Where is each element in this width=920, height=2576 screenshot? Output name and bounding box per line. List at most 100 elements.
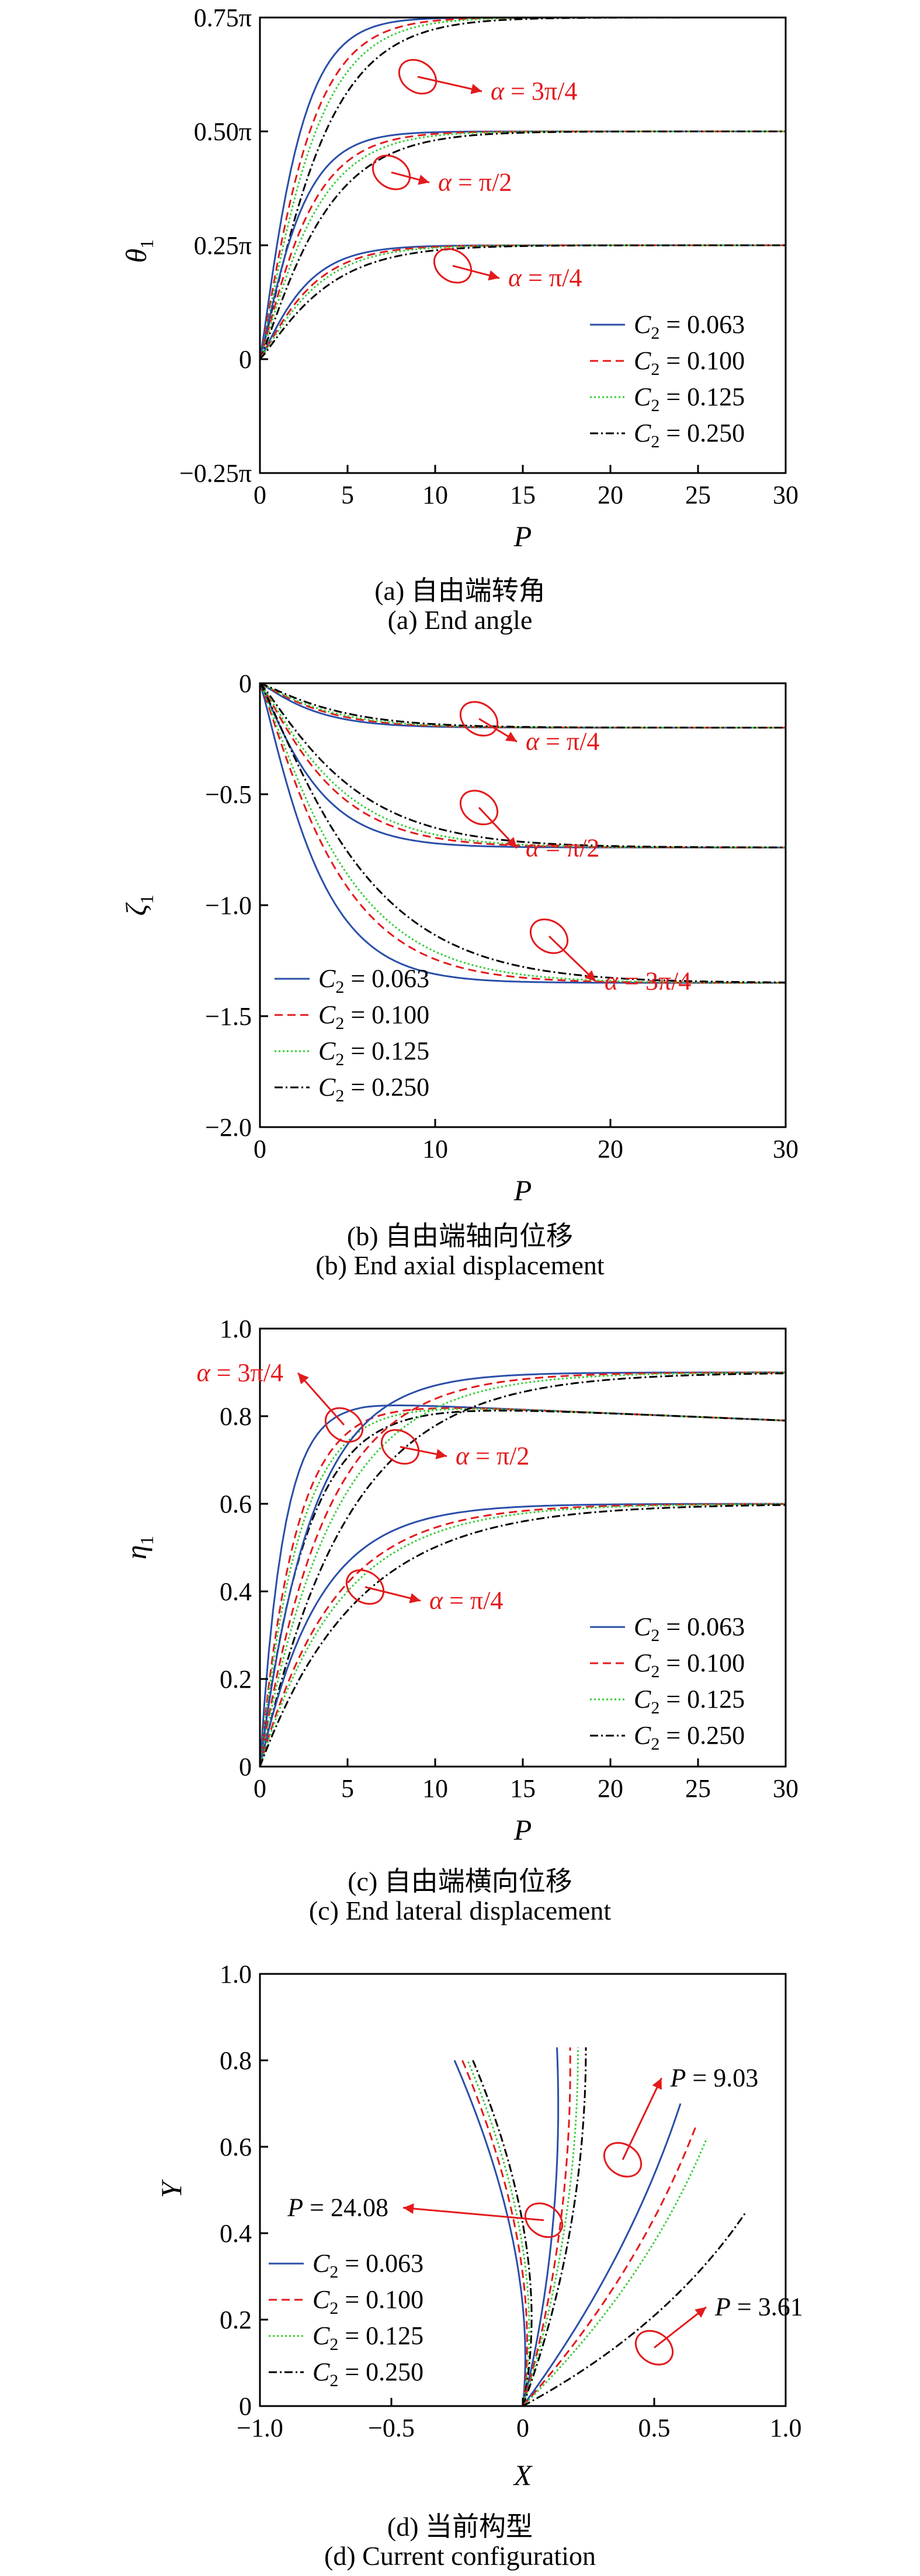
- legend-entry-c: C2 = 0.250: [634, 1721, 745, 1754]
- y-tick-label-a: 0.25π: [194, 231, 252, 260]
- x-axis-label-d: X: [513, 2459, 533, 2491]
- y-tick-label-d: 0: [239, 2392, 252, 2421]
- legend-entry-c: C2 = 0.125: [634, 1685, 745, 1718]
- series-line-b: [259, 683, 786, 984]
- x-tick-label-c: 25: [685, 1774, 711, 1803]
- annotation-label-b: α = π/4: [526, 727, 599, 756]
- series-line-a: [259, 16, 786, 360]
- annotation-arrowhead-c: [435, 1449, 447, 1459]
- series-line-c: [259, 1503, 786, 1767]
- x-tick-label-d: −1.0: [237, 2414, 283, 2442]
- x-tick-label-c: 15: [510, 1774, 536, 1803]
- legend-entry-a: C2 = 0.250: [634, 419, 745, 451]
- series-line-a: [259, 244, 786, 360]
- series-line-c: [259, 1503, 786, 1767]
- annotation-label-a: α = π/4: [508, 263, 582, 292]
- x-tick-label-a: 30: [773, 481, 799, 509]
- annotation-arrowhead-d: [695, 2307, 706, 2318]
- annotation-arrowhead-b: [505, 731, 517, 742]
- x-tick-label-b: 20: [598, 1135, 623, 1163]
- annotation-arrowhead-c: [409, 1593, 421, 1604]
- annotation-arrowhead-c: [298, 1373, 309, 1385]
- x-tick-label-c: 30: [773, 1774, 799, 1803]
- x-tick-label-c: 0: [254, 1774, 266, 1803]
- y-tick-label-b: −2.0: [205, 1113, 252, 1142]
- svg-text:η1: η1: [120, 1536, 157, 1560]
- y-tick-label-c: 0.4: [220, 1577, 252, 1606]
- series-line-b: [259, 683, 786, 984]
- series-line-c: [259, 1372, 786, 1767]
- series-line-d: [522, 2125, 697, 2407]
- legend-entry-a: C2 = 0.100: [634, 346, 745, 379]
- legend-entry-d: C2 = 0.125: [313, 2321, 423, 2354]
- series-line-a: [259, 16, 786, 360]
- y-tick-label-c: 0.2: [220, 1665, 252, 1694]
- y-tick-label-a: 0: [239, 345, 252, 374]
- x-tick-label-d: 1.0: [770, 2414, 802, 2442]
- x-tick-label-c: 10: [422, 1774, 448, 1803]
- series-line-c: [259, 1408, 786, 1767]
- legend-entry-b: C2 = 0.125: [318, 1037, 429, 1069]
- series-line-b: [259, 683, 786, 849]
- x-axis-label-b: P: [513, 1174, 532, 1207]
- annotation-ellipse-c: [345, 1569, 385, 1605]
- caption-c-en: (c) End lateral displacement: [308, 1896, 612, 1925]
- series-line-a: [259, 244, 786, 360]
- series-line-a: [259, 244, 786, 360]
- annotation-ellipse-b: [529, 918, 569, 954]
- caption-d-en: (d) Current configuration: [324, 2541, 596, 2571]
- annotation-ellipse-b: [459, 701, 499, 737]
- series-line-b: [259, 682, 786, 729]
- y-tick-label-c: 0.8: [220, 1402, 252, 1431]
- y-axis-label-d: Y: [155, 2179, 188, 2198]
- annotation-arrow-b: [548, 936, 597, 982]
- y-tick-label-b: −0.5: [205, 780, 252, 809]
- series-line-a: [259, 16, 786, 360]
- annotation-arrow-a: [417, 75, 482, 92]
- x-tick-label-d: 0.5: [638, 2414, 671, 2442]
- annotation-arrow-d: [402, 2206, 544, 2222]
- y-tick-label-d: 0.6: [220, 2133, 252, 2161]
- series-line-a: [259, 16, 786, 360]
- x-tick-label-b: 30: [773, 1135, 799, 1163]
- annotation-arrowhead-a: [470, 84, 482, 95]
- series-line-b: [259, 683, 786, 849]
- x-tick-label-a: 10: [422, 481, 448, 509]
- series-line-b: [259, 682, 786, 729]
- annotation-label-c: α = π/2: [456, 1442, 529, 1470]
- y-tick-label-d: 0.8: [220, 2046, 252, 2075]
- annotation-arrow-d: [654, 2306, 707, 2349]
- annotation-ellipse-a: [372, 154, 411, 190]
- annotation-label-b: α = π/2: [526, 833, 599, 862]
- legend-entry-a: C2 = 0.125: [634, 383, 745, 415]
- x-tick-label-b: 0: [254, 1135, 266, 1163]
- y-tick-label-b: −1.0: [205, 891, 252, 920]
- x-axis-label-c: P: [513, 1813, 532, 1846]
- series-line-d: [522, 2047, 587, 2407]
- y-tick-label-d: 1.0: [220, 1960, 252, 1989]
- caption-a-cn: (a) 自由端转角: [374, 576, 546, 606]
- annotation-ellipse-a: [433, 248, 473, 284]
- annotation-ellipse-c: [324, 1407, 364, 1443]
- y-tick-label-c: 1.0: [220, 1315, 252, 1343]
- legend-entry-c: C2 = 0.063: [634, 1612, 745, 1645]
- annotation-ellipse-b: [459, 790, 499, 826]
- caption-b-cn: (b) 自由端轴向位移: [346, 1221, 574, 1251]
- series-line-d: [467, 2060, 530, 2407]
- annotation-arrowhead-b: [506, 837, 517, 849]
- annotation-ellipse-a: [398, 59, 438, 95]
- caption-d-cn: (d) 当前构型: [387, 2512, 533, 2542]
- y-tick-label-d: 0.4: [220, 2219, 252, 2248]
- x-tick-label-b: 10: [422, 1135, 448, 1163]
- svg-text:Y: Y: [155, 2179, 188, 2198]
- series-line-d: [472, 2060, 533, 2407]
- series-line-d: [522, 2137, 708, 2407]
- legend-entry-b: C2 = 0.100: [318, 1000, 429, 1033]
- legend-entry-c: C2 = 0.100: [634, 1649, 745, 1681]
- annotation-label-d: P = 24.08: [287, 2193, 388, 2222]
- annotation-arrowhead-b: [584, 970, 596, 982]
- svg-text:ζ1: ζ1: [120, 895, 157, 916]
- x-tick-label-a: 25: [685, 481, 711, 509]
- y-tick-label-a: −0.25π: [179, 459, 252, 488]
